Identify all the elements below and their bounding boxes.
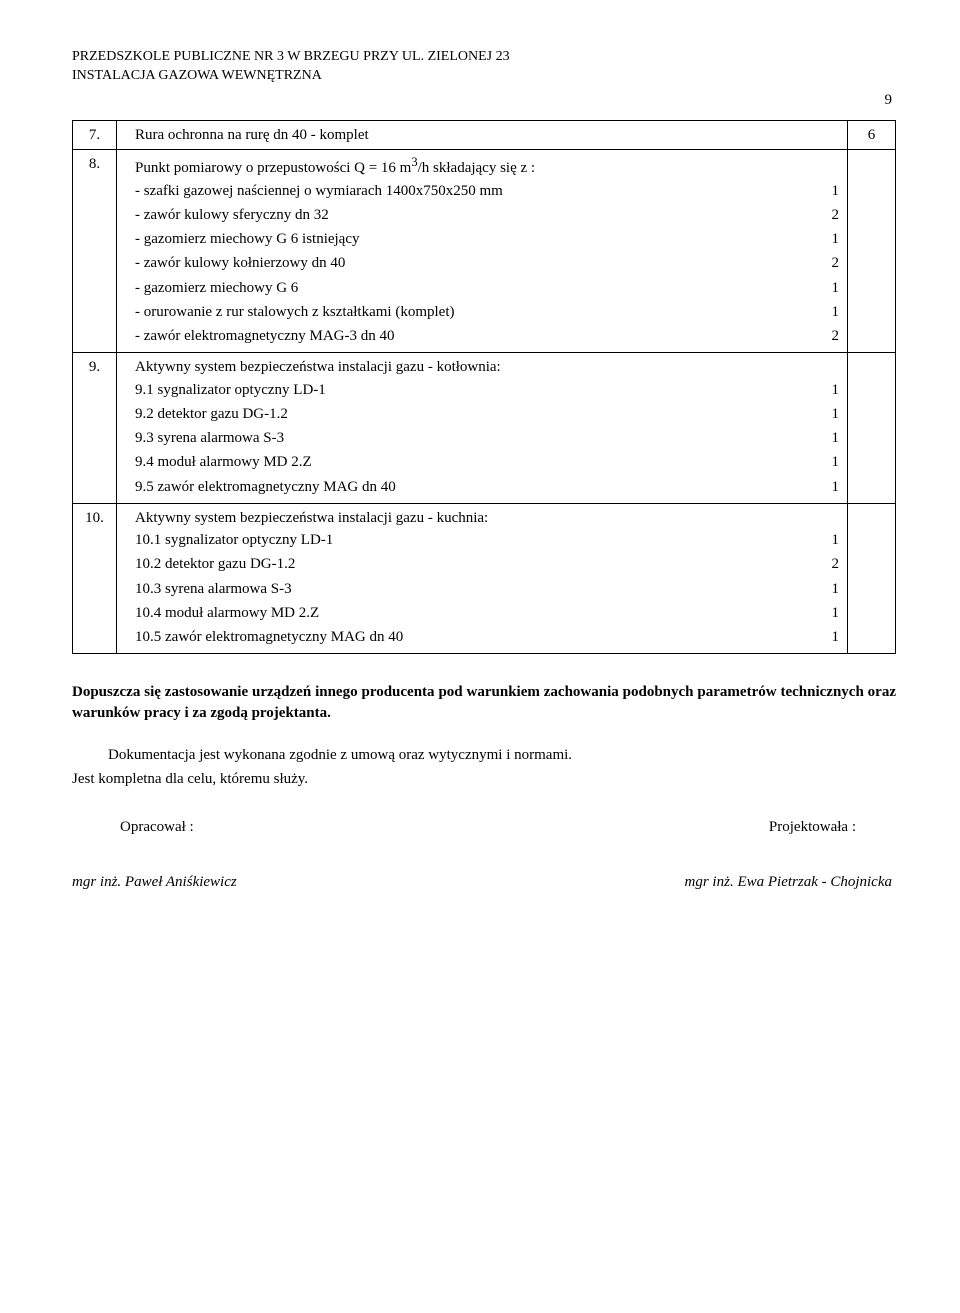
sub-line: 9.3 syrena alarmowa S-3 1 — [135, 426, 839, 450]
header-line-1: PRZEDSZKOLE PUBLICZNE NR 3 W BRZEGU PRZY… — [72, 48, 896, 67]
sub-line: 9.5 zawór elektromagnetyczny MAG dn 40 1 — [135, 475, 839, 499]
sub-line: - gazomierz miechowy G 6 1 — [135, 276, 839, 300]
row-title: Aktywny system bezpieczeństwa instalacji… — [135, 508, 839, 528]
sub-val: 1 — [811, 302, 839, 322]
sub-val: 1 — [811, 627, 839, 647]
sub-text: - szafki gazowej naściennej o wymiarach … — [135, 181, 503, 201]
table-row: 9. Aktywny system bezpieczeństwa instala… — [73, 353, 896, 504]
signature-left-label: Opracował : — [120, 817, 194, 837]
row-value — [848, 150, 896, 353]
row-number: 9. — [73, 353, 117, 504]
sub-line: 9.1 sygnalizator optyczny LD-1 1 — [135, 378, 839, 402]
specification-table: 7. Rura ochronna na rurę dn 40 - komplet… — [72, 120, 896, 654]
signature-labels: Opracował : Projektowała : — [72, 817, 896, 837]
sub-val: 1 — [811, 428, 839, 448]
sub-line: 10.2 detektor gazu DG-1.2 2 — [135, 552, 839, 576]
title-part-a: Punkt pomiarowy o przepustowości Q = 16 … — [135, 160, 411, 176]
sub-line: - zawór elektromagnetyczny MAG-3 dn 40 2 — [135, 324, 839, 348]
sub-text: 9.4 moduł alarmowy MD 2.Z — [135, 452, 312, 472]
sub-text: - zawór kulowy sferyczny dn 32 — [135, 205, 329, 225]
sub-text: - gazomierz miechowy G 6 — [135, 278, 298, 298]
sub-line: - zawór kulowy kołnierzowy dn 40 2 — [135, 251, 839, 275]
sub-text: - zawór elektromagnetyczny MAG-3 dn 40 — [135, 326, 395, 346]
sub-line: - zawór kulowy sferyczny dn 32 2 — [135, 203, 839, 227]
sub-line: 9.2 detektor gazu DG-1.2 1 — [135, 402, 839, 426]
sub-val: 1 — [811, 452, 839, 472]
sub-val: 1 — [811, 181, 839, 201]
sub-val: 1 — [811, 380, 839, 400]
sub-text: - gazomierz miechowy G 6 istniejący — [135, 229, 360, 249]
sub-val: 1 — [811, 530, 839, 550]
signature-left-name: mgr inż. Paweł Aniśkiewicz — [72, 872, 237, 892]
sub-val: 2 — [811, 253, 839, 273]
row-number: 7. — [73, 121, 117, 150]
document-header: PRZEDSZKOLE PUBLICZNE NR 3 W BRZEGU PRZY… — [72, 48, 896, 86]
sub-text: 9.3 syrena alarmowa S-3 — [135, 428, 284, 448]
sub-text: - zawór kulowy kołnierzowy dn 40 — [135, 253, 345, 273]
row-number: 10. — [73, 503, 117, 654]
sub-val: 1 — [811, 477, 839, 497]
note-paragraph-1: Dopuszcza się zastosowanie urządzeń inne… — [72, 682, 896, 723]
header-line-2: INSTALACJA GAZOWA WEWNĘTRZNA — [72, 67, 896, 86]
sub-line: 10.1 sygnalizator optyczny LD-1 1 — [135, 528, 839, 552]
row-value — [848, 503, 896, 654]
row-title: Aktywny system bezpieczeństwa instalacji… — [135, 357, 839, 377]
signature-names: mgr inż. Paweł Aniśkiewicz mgr inż. Ewa … — [72, 872, 896, 892]
sub-text: 9.1 sygnalizator optyczny LD-1 — [135, 380, 326, 400]
signature-right-label: Projektowała : — [769, 817, 856, 837]
row-description: Rura ochronna na rurę dn 40 - komplet — [117, 121, 848, 150]
sub-line: 10.3 syrena alarmowa S-3 1 — [135, 577, 839, 601]
table-row: 10. Aktywny system bezpieczeństwa instal… — [73, 503, 896, 654]
sub-text: 10.2 detektor gazu DG-1.2 — [135, 554, 295, 574]
sub-val: 2 — [811, 326, 839, 346]
sub-text: 10.5 zawór elektromagnetyczny MAG dn 40 — [135, 627, 403, 647]
sub-val: 2 — [811, 205, 839, 225]
sub-text: 9.2 detektor gazu DG-1.2 — [135, 404, 288, 424]
sub-text: - orurowanie z rur stalowych z kształtka… — [135, 302, 454, 322]
sub-text: 10.1 sygnalizator optyczny LD-1 — [135, 530, 333, 550]
sub-text: 9.5 zawór elektromagnetyczny MAG dn 40 — [135, 477, 396, 497]
sub-line: - szafki gazowej naściennej o wymiarach … — [135, 179, 839, 203]
sub-line: 9.4 moduł alarmowy MD 2.Z 1 — [135, 450, 839, 474]
row-title: Punkt pomiarowy o przepustowości Q = 16 … — [135, 154, 839, 178]
sub-text: 10.3 syrena alarmowa S-3 — [135, 579, 292, 599]
row-number: 8. — [73, 150, 117, 353]
sub-val: 2 — [811, 554, 839, 574]
row-description: Punkt pomiarowy o przepustowości Q = 16 … — [117, 150, 848, 353]
sub-val: 1 — [811, 229, 839, 249]
page-number: 9 — [72, 90, 896, 110]
row-description: Aktywny system bezpieczeństwa instalacji… — [117, 503, 848, 654]
table-row: 8. Punkt pomiarowy o przepustowości Q = … — [73, 150, 896, 353]
row-value: 6 — [848, 121, 896, 150]
title-part-b: /h składający się z : — [418, 160, 535, 176]
table-row: 7. Rura ochronna na rurę dn 40 - komplet… — [73, 121, 896, 150]
sub-line: 10.4 moduł alarmowy MD 2.Z 1 — [135, 601, 839, 625]
sub-line: 10.5 zawór elektromagnetyczny MAG dn 40 1 — [135, 625, 839, 649]
sub-val: 1 — [811, 579, 839, 599]
row-value — [848, 353, 896, 504]
sub-val: 1 — [811, 404, 839, 424]
signature-right-name: mgr inż. Ewa Pietrzak - Chojnicka — [685, 872, 892, 892]
sub-val: 1 — [811, 603, 839, 623]
sub-line: - gazomierz miechowy G 6 istniejący 1 — [135, 227, 839, 251]
sub-text: 10.4 moduł alarmowy MD 2.Z — [135, 603, 319, 623]
sub-val: 1 — [811, 278, 839, 298]
note-paragraph-3: Jest kompletna dla celu, któremu służy. — [72, 769, 896, 789]
row-description: Aktywny system bezpieczeństwa instalacji… — [117, 353, 848, 504]
note-paragraph-2: Dokumentacja jest wykonana zgodnie z umo… — [72, 745, 896, 765]
sub-line: - orurowanie z rur stalowych z kształtka… — [135, 300, 839, 324]
